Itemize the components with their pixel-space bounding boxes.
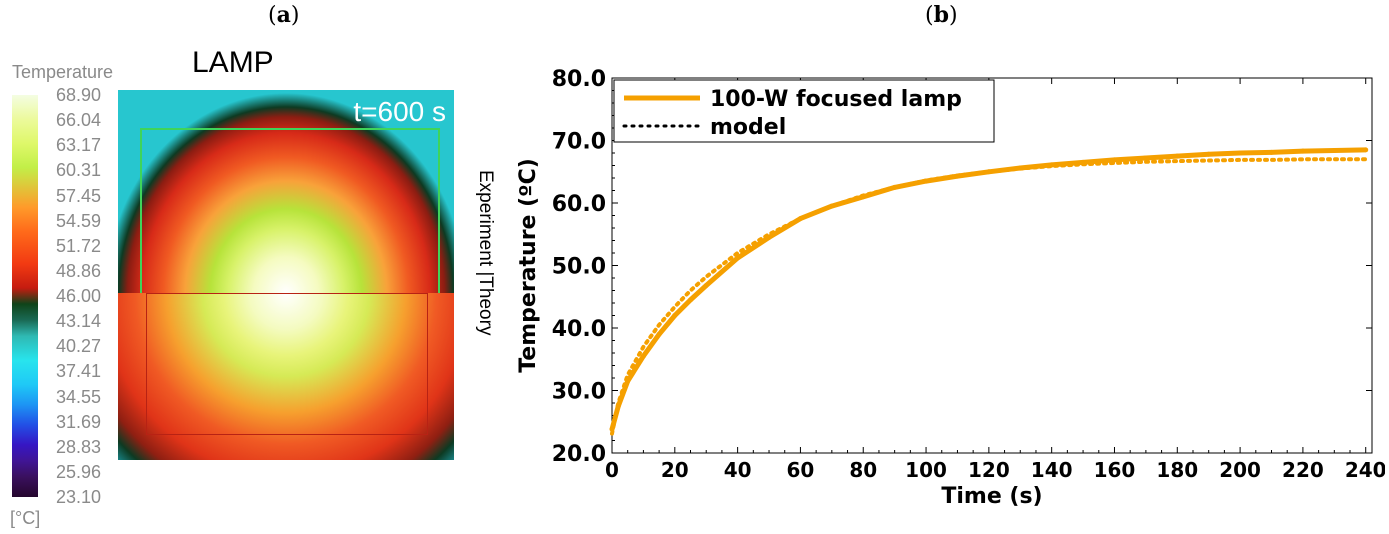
- y-tick-label: 40.0: [552, 317, 606, 342]
- data-point: [797, 216, 803, 222]
- colorbar-tick-label: 46.00: [56, 286, 102, 306]
- colorbar-tick-label: 51.72: [56, 235, 102, 256]
- colorbar-tick-label: 31.69: [56, 411, 102, 432]
- y-tick-label: 50.0: [552, 255, 606, 280]
- colorbar-tick-label: 43.14: [56, 311, 102, 332]
- y-tick-label: 70.0: [552, 130, 606, 155]
- y-tick-label: 20.0: [552, 442, 606, 467]
- data-point: [1111, 157, 1117, 163]
- data-point: [1017, 165, 1023, 171]
- experiment-thermal-image: [118, 90, 454, 293]
- temperature-time-chart: 20.0 30.0 40.0 50.0 60.0 70.0 80.0 0 20 40 60 80 100…: [516, 67, 1385, 509]
- panel-label-b: (b): [925, 2, 958, 28]
- colorbar-tick-label: 37.41: [56, 361, 102, 382]
- colorbar-unit: [°C]: [10, 508, 41, 528]
- y-tick-label: 30.0: [552, 380, 606, 405]
- data-point: [656, 331, 662, 337]
- data-point: [986, 169, 992, 175]
- x-tick-label: 220: [1282, 458, 1324, 482]
- colorbar-tick-label: 66.04: [56, 110, 102, 131]
- data-point: [766, 234, 772, 240]
- legend-label-experiment: 100-W focused lamp: [710, 87, 962, 112]
- data-point: [1143, 155, 1149, 161]
- x-tick-label: 200: [1219, 458, 1261, 482]
- x-axis-label: Time (s): [941, 484, 1042, 509]
- colorbar-tick-label: 68.90: [56, 85, 102, 105]
- data-point: [1206, 151, 1212, 157]
- data-point: [1300, 148, 1306, 154]
- temperature-colorbar: [12, 95, 38, 497]
- data-point: [923, 178, 929, 184]
- data-point: [892, 184, 898, 190]
- x-tick-label: 180: [1156, 458, 1198, 482]
- panel-label-a: (a): [268, 2, 300, 28]
- colorbar-tick-label: 28.83: [56, 436, 102, 457]
- data-point: [1049, 162, 1055, 168]
- colorbar-title: Temperature: [12, 62, 114, 82]
- data-point: [954, 173, 960, 179]
- theory-thermal-image: [118, 293, 454, 460]
- data-point: [615, 403, 621, 409]
- legend-box: [613, 79, 995, 143]
- colorbar-tick-label: 60.31: [56, 160, 102, 181]
- data-point: [672, 313, 678, 318]
- data-point: [703, 283, 709, 288]
- data-point: [688, 297, 694, 303]
- colorbar-tick-label: 54.59: [56, 210, 102, 231]
- data-point: [1174, 153, 1180, 159]
- data-point: [1237, 150, 1243, 156]
- x-tick-label: 60: [787, 458, 815, 482]
- data-point: [609, 426, 615, 432]
- x-tick-label: 40: [724, 458, 752, 482]
- legend-label-model: model: [710, 115, 786, 140]
- thermal-map: t=600 s: [118, 90, 454, 460]
- colorbar-tick-label: 63.17: [56, 135, 102, 156]
- data-point: [829, 203, 835, 209]
- colorbar-tick-label: 40.27: [56, 336, 102, 357]
- data-point: [860, 194, 866, 200]
- x-tick-label: 160: [1094, 458, 1136, 482]
- experiment-theory-label: Experiment |Theory: [475, 170, 496, 336]
- y-tick-label: 80.0: [552, 67, 606, 92]
- data-point: [1331, 148, 1337, 153]
- x-tick-label: 100: [905, 458, 947, 482]
- data-point: [1080, 159, 1086, 165]
- data-point: [1269, 149, 1275, 155]
- data-point: [640, 353, 646, 359]
- x-tick-label: 20: [661, 458, 689, 482]
- data-point: [1363, 147, 1369, 153]
- time-label: t=600 s: [353, 96, 446, 127]
- data-point: [625, 378, 631, 384]
- x-tick-label: 80: [849, 458, 877, 482]
- theory-region-outline: [146, 293, 428, 435]
- experiment-region-outline: [140, 128, 440, 293]
- y-tick-label: 60.0: [552, 192, 606, 217]
- colorbar-tick-label: 25.96: [56, 461, 102, 482]
- y-axis-label: Temperature (ºC): [516, 158, 541, 373]
- x-tick-label: 240: [1345, 458, 1385, 482]
- x-tick-label: 120: [968, 458, 1010, 482]
- thermal-map-title: LAMP: [192, 46, 274, 79]
- colorbar-tick-label: 48.86: [56, 260, 102, 281]
- x-tick-label: 0: [605, 458, 619, 482]
- x-tick-label: 140: [1031, 458, 1073, 482]
- chart-legend: 100-W focused lamp model: [613, 79, 995, 143]
- colorbar-tick-label: 23.10: [56, 487, 102, 507]
- colorbar-tick-label: 57.45: [56, 185, 102, 206]
- colorbar-tick-label: 34.55: [56, 386, 102, 407]
- data-point: [735, 255, 741, 261]
